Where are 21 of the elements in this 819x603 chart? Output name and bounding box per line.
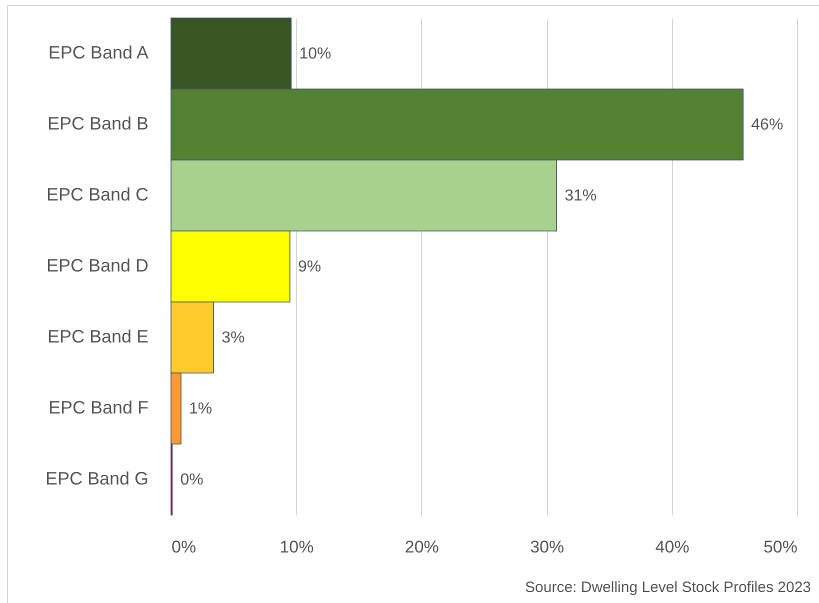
y-tick-label: EPC Band C (46, 184, 148, 204)
data-label: 3% (222, 330, 245, 346)
data-label: 46% (751, 116, 784, 134)
data-label: 0% (180, 472, 204, 488)
x-tick-label: 30% (530, 538, 564, 556)
y-tick-label: EPC Band E (47, 326, 148, 346)
data-label: 31% (564, 188, 597, 204)
y-tick-label: EPC Band B (47, 114, 148, 134)
data-label: 1% (189, 400, 212, 418)
data-label: 10% (299, 46, 332, 62)
x-tick-label: 50% (763, 538, 798, 556)
y-tick-label: EPC Band D (46, 256, 148, 276)
data-label: 9% (298, 258, 322, 276)
x-tick-label: 20% (404, 538, 439, 556)
y-tick-label: EPC Band G (45, 468, 148, 488)
x-tick-label: 10% (280, 538, 314, 556)
x-tick-label: 40% (655, 538, 690, 556)
y-tick-label: EPC Band A (48, 42, 148, 62)
x-tick-label: 0% (172, 538, 196, 556)
source-note: Source: Dwelling Level Stock Profiles 2023 (525, 579, 811, 596)
y-tick-label: EPC Band F (48, 398, 149, 418)
